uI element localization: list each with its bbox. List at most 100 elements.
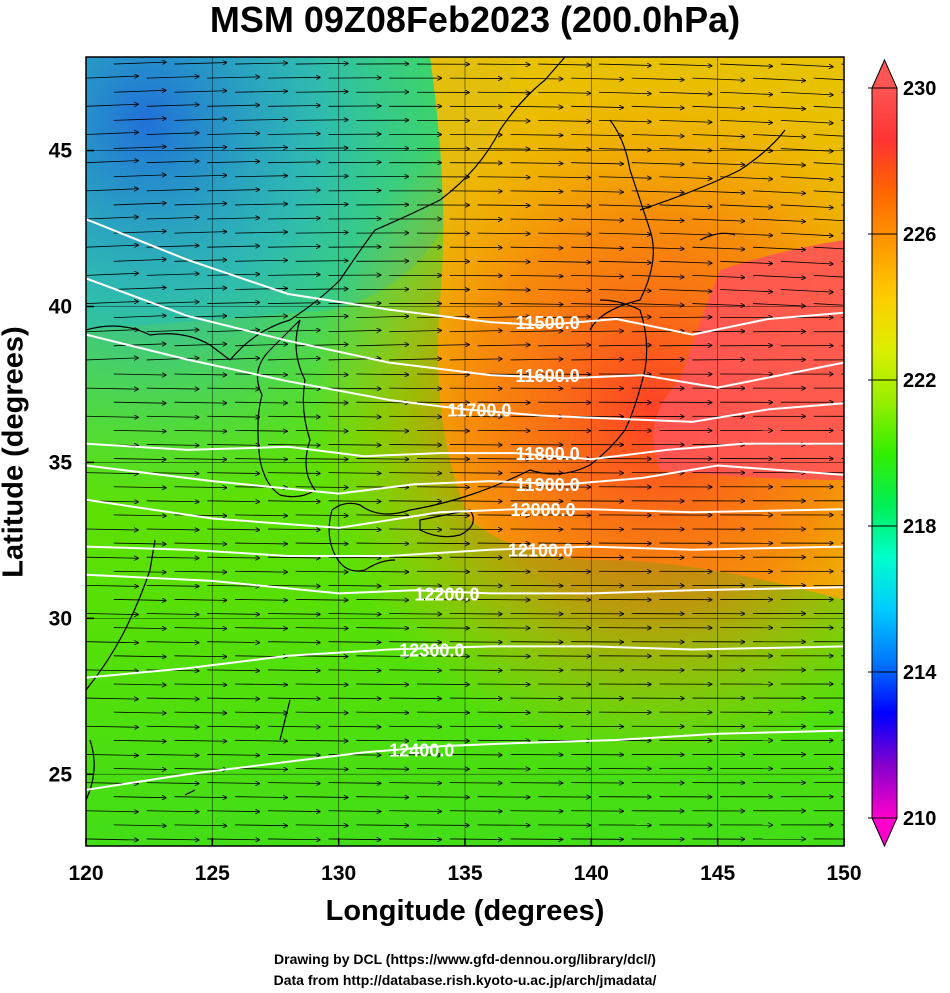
x-tick-label: 140	[574, 862, 609, 885]
wind-arrow	[477, 515, 530, 516]
wind-arrow	[389, 416, 441, 417]
wind-arrow	[174, 175, 226, 176]
wind-arrow	[416, 656, 469, 657]
wind-arrow	[267, 642, 320, 643]
wind-arrow	[477, 205, 530, 206]
wind-arrow	[416, 571, 469, 572]
wind-arrow	[146, 614, 199, 615]
wind-arrow	[631, 106, 684, 108]
wind-arrow	[571, 191, 623, 192]
wind-arrow	[356, 769, 408, 770]
wind-arrow	[295, 344, 348, 346]
wind-arrow	[295, 797, 348, 798]
wind-arrow	[113, 62, 166, 64]
wind-arrow	[267, 190, 320, 191]
wind-arrow	[295, 289, 348, 290]
wind-arrow	[207, 501, 259, 502]
wind-arrow	[477, 289, 530, 290]
wind-arrow	[328, 642, 381, 643]
wind-arrow	[753, 162, 805, 165]
colorbar-tick-label: 214	[903, 662, 937, 684]
wind-arrow	[449, 642, 502, 643]
wind-arrow	[659, 261, 712, 263]
wind-arrow	[659, 177, 712, 179]
wind-arrow	[538, 289, 590, 290]
wind-arrow	[146, 105, 199, 107]
wind-arrow	[295, 176, 348, 177]
wind-arrow	[328, 416, 381, 417]
wind-arrow	[328, 529, 381, 530]
wind-arrow	[720, 232, 772, 235]
wind-arrow	[477, 149, 530, 150]
wind-arrow	[389, 811, 441, 812]
wind-arrow	[295, 232, 348, 233]
wind-arrow	[86, 132, 138, 134]
wind-arrow	[477, 797, 530, 798]
wind-arrow	[235, 769, 287, 770]
wind-arrow	[207, 444, 259, 445]
wind-arrow	[389, 698, 441, 699]
wind-arrow	[235, 316, 287, 318]
wind-arrow	[356, 825, 408, 826]
contour-label: 11700.0	[447, 400, 511, 420]
wind-arrow	[598, 64, 651, 65]
wind-arrow	[113, 571, 166, 572]
wind-arrow	[328, 444, 381, 445]
x-tick-label: 125	[195, 862, 230, 885]
wind-arrow	[510, 275, 562, 276]
y-tick-label: 25	[49, 763, 73, 786]
wind-arrow	[659, 64, 712, 66]
wind-arrow	[416, 374, 469, 375]
wind-arrow	[692, 134, 744, 136]
wind-arrow	[780, 232, 833, 236]
contour-label: 11500.0	[516, 313, 580, 333]
wind-arrow	[598, 149, 651, 150]
wind-arrow	[235, 119, 287, 120]
wind-arrow	[356, 344, 408, 345]
wind-arrow	[510, 219, 562, 220]
wind-arrow	[295, 120, 348, 121]
wind-arrow	[113, 769, 166, 770]
wind-arrow	[146, 444, 199, 445]
wind-arrow	[174, 740, 226, 741]
x-tick-label: 120	[68, 862, 103, 885]
wind-arrow	[113, 543, 166, 544]
wind-arrow	[571, 275, 623, 276]
wind-arrow	[477, 317, 530, 318]
wind-arrow	[295, 825, 348, 826]
wind-arrow	[813, 246, 844, 250]
wind-arrow	[235, 571, 287, 572]
y-tick-label: 45	[49, 140, 73, 163]
contour-label: 11800.0	[516, 444, 580, 464]
contour-line	[86, 333, 844, 423]
wind-arrow	[235, 740, 287, 741]
wind-arrow	[207, 783, 259, 784]
wind-arrow	[295, 712, 348, 713]
wind-arrow	[780, 91, 833, 95]
wind-arrow	[207, 698, 259, 699]
wind-arrow	[267, 614, 320, 615]
wind-arrow	[571, 106, 623, 107]
wind-arrow	[86, 245, 138, 247]
wind-arrow	[449, 614, 502, 615]
wind-arrow	[753, 134, 805, 136]
wind-arrow	[598, 233, 651, 234]
contour-line	[86, 573, 844, 595]
wind-arrow	[631, 191, 684, 193]
wind-arrow	[113, 797, 166, 798]
wind-arrow	[477, 261, 530, 262]
wind-arrow	[235, 374, 287, 375]
wind-arrow	[416, 825, 469, 826]
wind-arrow	[86, 754, 138, 755]
wind-arrow	[113, 515, 166, 516]
grid-lines	[86, 57, 844, 846]
wind-arrow	[207, 754, 259, 755]
wind-arrow	[146, 726, 199, 727]
wind-arrow	[449, 388, 502, 389]
wind-arrow	[207, 557, 259, 558]
wind-arrow	[328, 473, 381, 474]
wind-arrow	[267, 473, 320, 474]
wind-arrow	[389, 585, 441, 586]
wind-arrow	[113, 316, 166, 318]
wind-arrow	[477, 345, 530, 346]
